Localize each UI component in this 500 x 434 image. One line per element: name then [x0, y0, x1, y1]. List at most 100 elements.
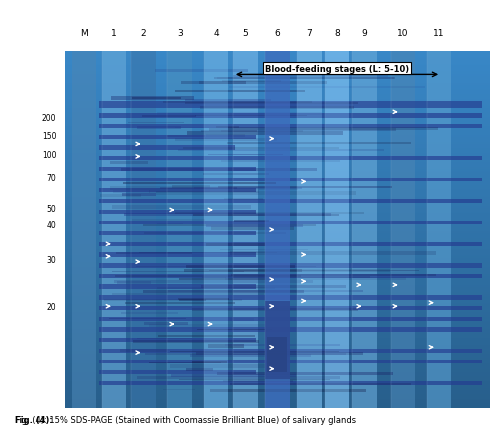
Bar	[99, 168, 256, 171]
Bar	[65, 201, 490, 203]
Bar	[65, 177, 490, 178]
Bar	[65, 282, 490, 283]
Bar	[188, 132, 343, 135]
Bar	[65, 367, 490, 369]
Bar	[185, 102, 358, 105]
Bar	[216, 372, 394, 375]
Bar	[65, 244, 490, 246]
Bar	[65, 383, 490, 385]
Bar	[65, 102, 490, 104]
Bar	[224, 198, 262, 200]
Bar	[65, 283, 490, 285]
Bar	[65, 358, 490, 360]
Bar	[65, 312, 490, 314]
Bar	[184, 148, 340, 149]
Bar	[65, 159, 490, 161]
Bar	[180, 379, 330, 381]
Bar	[137, 338, 192, 339]
Text: 11: 11	[433, 29, 445, 38]
Text: 50: 50	[47, 204, 56, 213]
Bar	[65, 303, 490, 305]
Bar	[156, 192, 356, 195]
Text: M: M	[80, 29, 88, 38]
Bar	[65, 225, 490, 227]
Bar	[185, 100, 271, 102]
Bar	[65, 342, 490, 344]
Bar	[132, 219, 204, 221]
Bar	[65, 374, 490, 376]
Bar	[65, 246, 490, 248]
Bar	[65, 141, 490, 143]
Bar	[65, 260, 490, 262]
Bar	[65, 228, 490, 230]
Bar	[65, 332, 490, 333]
Bar	[206, 225, 302, 227]
Bar	[99, 349, 481, 353]
Bar	[65, 54, 490, 56]
Bar	[65, 122, 490, 123]
Bar	[228, 270, 390, 273]
Bar	[99, 243, 481, 246]
Bar	[217, 372, 353, 375]
Bar	[65, 248, 490, 250]
Bar	[115, 275, 301, 278]
Bar	[99, 113, 481, 119]
Bar	[65, 198, 490, 200]
Bar	[155, 70, 248, 73]
Bar	[65, 164, 490, 166]
Bar	[121, 312, 178, 314]
Bar	[65, 118, 490, 120]
Bar	[65, 216, 490, 217]
Bar	[145, 353, 346, 355]
Bar	[65, 72, 490, 73]
Bar	[162, 389, 195, 390]
Bar	[99, 360, 481, 363]
Bar	[65, 99, 490, 100]
Bar	[65, 194, 490, 196]
Bar	[65, 237, 490, 239]
Bar	[265, 52, 290, 408]
Bar	[65, 305, 490, 306]
Bar	[110, 318, 186, 319]
Bar	[65, 130, 490, 132]
Bar	[65, 187, 490, 189]
Text: 4: 4	[213, 29, 218, 38]
Bar	[65, 316, 490, 317]
Bar	[192, 309, 358, 311]
Bar	[65, 125, 490, 127]
Bar	[99, 102, 481, 108]
Bar	[65, 221, 490, 223]
Bar	[390, 52, 415, 408]
Bar	[120, 350, 168, 352]
Bar	[65, 82, 490, 84]
Text: 5: 5	[243, 29, 248, 38]
Bar	[65, 191, 490, 193]
Bar	[136, 266, 316, 268]
Bar	[65, 299, 490, 301]
Bar	[157, 223, 184, 224]
Bar	[65, 349, 490, 351]
Bar	[65, 120, 490, 122]
Bar	[65, 310, 490, 312]
Text: 2: 2	[141, 29, 146, 38]
Bar	[65, 239, 490, 241]
Bar	[99, 146, 235, 150]
Bar	[228, 143, 411, 145]
Bar	[65, 86, 490, 88]
Bar	[65, 65, 490, 66]
Bar	[65, 404, 490, 406]
Bar	[218, 187, 392, 189]
Bar	[65, 269, 490, 271]
Bar	[65, 114, 490, 116]
Bar	[65, 394, 490, 395]
Bar	[65, 143, 490, 145]
Text: 150: 150	[42, 131, 56, 140]
Bar	[65, 369, 490, 371]
Bar	[175, 139, 278, 142]
Bar	[222, 81, 281, 82]
Bar	[65, 267, 490, 269]
Bar	[65, 105, 490, 107]
Bar	[144, 233, 286, 234]
Bar	[65, 84, 490, 86]
Bar	[180, 300, 206, 301]
